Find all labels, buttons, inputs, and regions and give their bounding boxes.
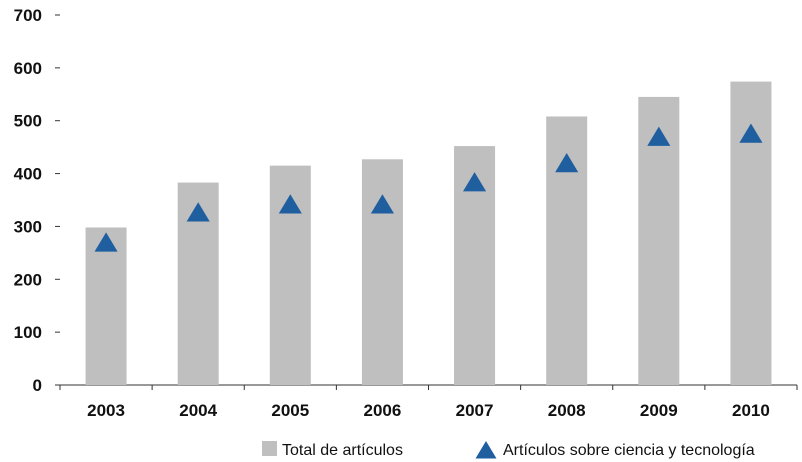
x-tick-label: 2003 xyxy=(87,401,125,420)
legend-label-science: Artículos sobre ciencia y tecnología xyxy=(503,442,755,459)
marker-2010 xyxy=(739,123,763,143)
x-axis: 2003 2004 2005 2006 2007 2008 2009 2010 xyxy=(59,384,798,420)
y-tick-label: 600 xyxy=(14,59,42,78)
y-axis: 0 100 200 300 400 500 600 700 xyxy=(14,6,60,395)
x-tick-label: 2008 xyxy=(548,401,586,420)
x-tick-label: 2004 xyxy=(179,401,217,420)
bar-2006 xyxy=(361,159,403,385)
bar-series xyxy=(85,81,772,385)
x-tick-label: 2009 xyxy=(640,401,678,420)
y-tick-label: 100 xyxy=(14,323,42,342)
marker-series xyxy=(94,123,763,252)
y-tick-label: 0 xyxy=(33,376,42,395)
marker-2005 xyxy=(278,194,302,214)
marker-2008 xyxy=(555,153,579,173)
marker-2009 xyxy=(647,126,671,146)
y-tick-label: 200 xyxy=(14,270,42,289)
marker-2004 xyxy=(186,202,210,222)
y-tick-label: 700 xyxy=(14,6,42,25)
legend-swatch-total xyxy=(262,441,277,456)
x-tick-label: 2005 xyxy=(271,401,309,420)
x-tick-label: 2007 xyxy=(456,401,494,420)
y-tick-label: 300 xyxy=(14,217,42,236)
marker-2003 xyxy=(94,232,118,252)
legend-label-total: Total de artículos xyxy=(282,442,403,459)
x-tick-label: 2010 xyxy=(732,401,770,420)
legend: Total de artículos Artículos sobre cienc… xyxy=(262,441,755,459)
x-tick-label: 2006 xyxy=(364,401,402,420)
y-tick-label: 500 xyxy=(14,112,42,131)
marker-2006 xyxy=(370,194,394,214)
y-tick-label: 400 xyxy=(14,165,42,184)
legend-swatch-triangle xyxy=(475,441,497,459)
bar-2003 xyxy=(85,227,127,385)
marker-2007 xyxy=(463,172,487,192)
